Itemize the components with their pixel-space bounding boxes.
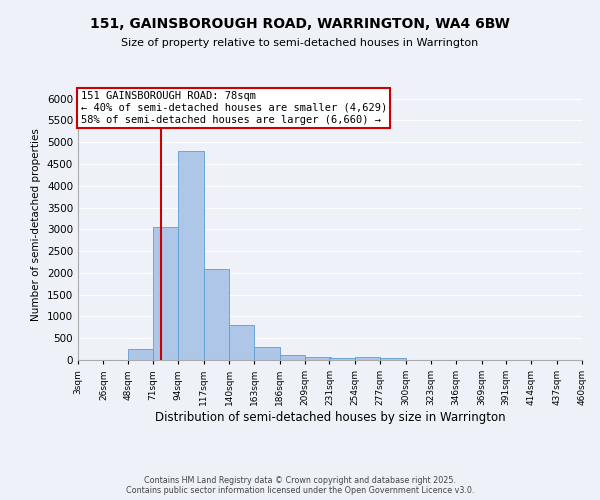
Bar — [355, 357, 380, 360]
Bar — [153, 227, 178, 360]
Bar — [128, 349, 153, 360]
Bar — [254, 347, 280, 360]
Text: Contains HM Land Registry data © Crown copyright and database right 2025.
Contai: Contains HM Land Registry data © Crown c… — [126, 476, 474, 495]
Text: 151 GAINSBOROUGH ROAD: 78sqm
← 40% of semi-detached houses are smaller (4,629)
5: 151 GAINSBOROUGH ROAD: 78sqm ← 40% of se… — [80, 92, 387, 124]
Bar — [305, 357, 331, 360]
Text: Size of property relative to semi-detached houses in Warrington: Size of property relative to semi-detach… — [121, 38, 479, 48]
Bar — [329, 358, 355, 360]
Bar — [229, 325, 254, 360]
Text: 151, GAINSBOROUGH ROAD, WARRINGTON, WA4 6BW: 151, GAINSBOROUGH ROAD, WARRINGTON, WA4 … — [90, 18, 510, 32]
Y-axis label: Number of semi-detached properties: Number of semi-detached properties — [31, 128, 41, 322]
X-axis label: Distribution of semi-detached houses by size in Warrington: Distribution of semi-detached houses by … — [155, 411, 505, 424]
Bar — [204, 268, 229, 360]
Bar — [178, 151, 204, 360]
Bar — [380, 358, 406, 360]
Bar — [280, 355, 305, 360]
